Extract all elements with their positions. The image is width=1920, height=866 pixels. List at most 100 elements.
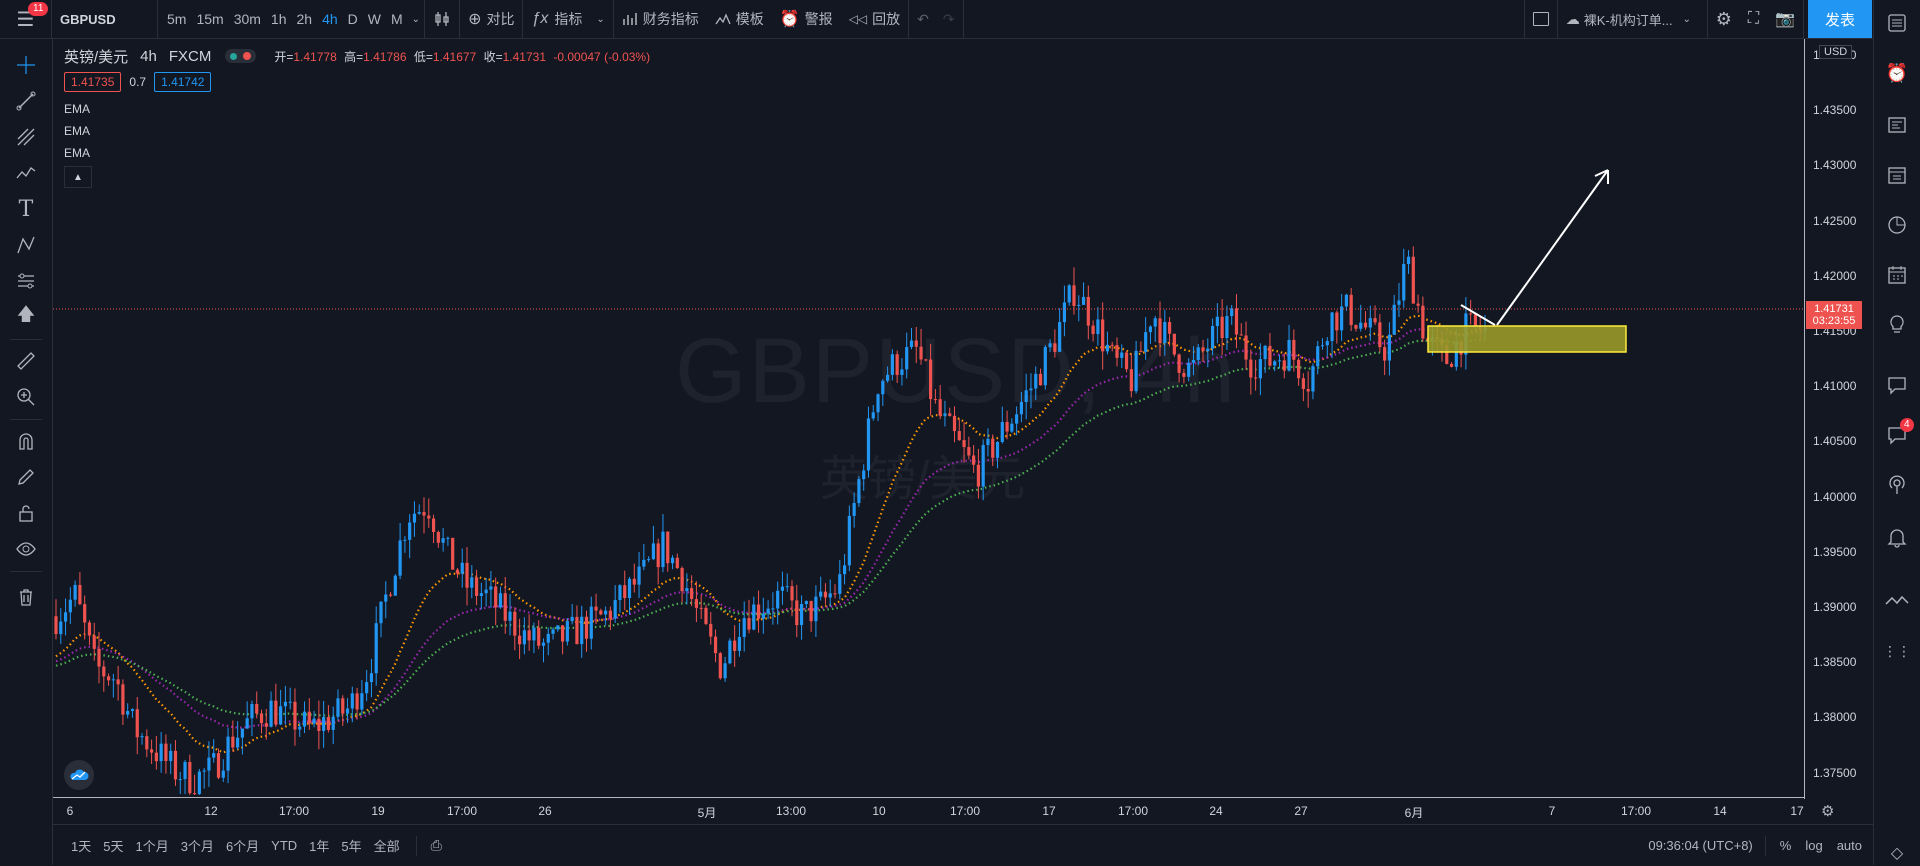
- fullscreen-layout-button[interactable]: [1523, 0, 1558, 38]
- lightbulb-icon[interactable]: [1884, 312, 1910, 338]
- lock-icon[interactable]: [14, 501, 38, 525]
- axis-settings-icon[interactable]: ⚙: [1821, 803, 1835, 820]
- trading-panel-icon[interactable]: [1884, 588, 1910, 614]
- alarm-clock-icon[interactable]: ⏰: [1885, 62, 1909, 83]
- range-1y[interactable]: 1年: [309, 839, 330, 854]
- date-range-icon[interactable]: ⎙: [430, 837, 442, 853]
- chevron-down-icon: ⌄: [596, 13, 605, 25]
- candle-body: [307, 711, 311, 724]
- text-icon[interactable]: T: [18, 196, 34, 222]
- chart-pane[interactable]: GBPUSD, 4h 英镑/美元: [53, 39, 1804, 795]
- study-ema-3[interactable]: EMA: [64, 146, 91, 160]
- timeframe-15m[interactable]: 15m: [196, 11, 224, 27]
- low-value: 1.41677: [432, 49, 477, 64]
- ask-price[interactable]: 1.41742: [154, 72, 212, 92]
- redo-icon[interactable]: ↷: [942, 10, 955, 27]
- projection-arrow[interactable]: [1460, 169, 1609, 326]
- publish-button[interactable]: 发表: [1808, 0, 1872, 38]
- diamond-icon[interactable]: ◇: [1890, 845, 1904, 862]
- arrow-up-icon[interactable]: 🡅: [16, 304, 36, 324]
- stream-icon[interactable]: [1884, 472, 1910, 498]
- timeframe-2h[interactable]: 2h: [296, 11, 313, 27]
- timeframe-d[interactable]: D: [347, 11, 358, 27]
- news-icon[interactable]: [1884, 112, 1910, 138]
- alerts-button[interactable]: ⏰ 警报: [772, 0, 841, 38]
- candle-body: [54, 616, 58, 635]
- candle-body: [374, 623, 378, 674]
- timeframe-m[interactable]: M: [391, 11, 403, 27]
- trash-icon[interactable]: [14, 585, 38, 609]
- messages-icon[interactable]: 4: [1884, 418, 1914, 448]
- pattern-icon[interactable]: [14, 233, 38, 257]
- study-ema-1[interactable]: EMA: [64, 102, 91, 116]
- calendar-list-icon[interactable]: [1884, 162, 1910, 188]
- range-5d[interactable]: 5天: [103, 839, 124, 854]
- main-menu-button[interactable]: ☰ 11: [0, 0, 52, 38]
- candle-body: [197, 771, 201, 794]
- range-1m[interactable]: 1个月: [135, 839, 169, 854]
- percent-toggle[interactable]: %: [1779, 838, 1792, 853]
- timeframe-1h[interactable]: 1h: [270, 11, 287, 27]
- study-ema-2[interactable]: EMA: [64, 124, 91, 138]
- ruler-icon[interactable]: [14, 349, 38, 373]
- indicators-button[interactable]: ƒx 指标 ⌄: [523, 0, 614, 38]
- timeframe-30m[interactable]: 30m: [233, 11, 261, 27]
- range-6m[interactable]: 6个月: [225, 839, 260, 854]
- watchlist-icon[interactable]: [1884, 10, 1910, 36]
- dots-grid-icon[interactable]: ⋮⋮: [1883, 642, 1911, 659]
- notifications-icon[interactable]: [1884, 524, 1910, 550]
- compare-button[interactable]: ⊕ 对比: [460, 0, 524, 38]
- range-ytd[interactable]: YTD: [271, 838, 298, 853]
- snapshot-button[interactable]: 📷: [1767, 0, 1804, 38]
- financials-button[interactable]: 财务指标: [614, 0, 707, 38]
- calendar-icon[interactable]: [1884, 262, 1910, 288]
- lock-drawing-icon[interactable]: [14, 465, 38, 489]
- layout-selector[interactable]: ☁ 裸K-机构订单... ⌄: [1558, 0, 1708, 38]
- bid-price[interactable]: 1.41735: [64, 72, 122, 92]
- candle-body: [613, 600, 617, 619]
- candle-body: [355, 693, 359, 710]
- range-all[interactable]: 全部: [373, 839, 400, 854]
- chart-type-button[interactable]: [425, 0, 461, 38]
- chat-icon[interactable]: [1884, 372, 1910, 398]
- trend-line-icon[interactable]: [14, 89, 38, 113]
- prediction-icon[interactable]: [14, 269, 38, 293]
- market-status-toggle[interactable]: [225, 49, 257, 63]
- time-axis[interactable]: ⚙ 6 12 17:00 19 17:00 26 5月 13:00 10 17:00 17 17:00…: [53, 797, 1834, 824]
- price-axis[interactable]: 1.37500 1.38000 1.38500 1.39000 1.39500 1.400…: [1804, 39, 1875, 799]
- range-5y[interactable]: 5年: [341, 839, 362, 854]
- divider: [10, 339, 42, 340]
- fullscreen-button[interactable]: ⛶: [1740, 0, 1767, 38]
- symbol-search[interactable]: GBPUSD: [52, 0, 158, 38]
- order-block-zone[interactable]: [1427, 325, 1627, 353]
- screener-icon[interactable]: [1884, 212, 1910, 238]
- zoom-in-icon[interactable]: [14, 385, 38, 409]
- legend-symbol-title[interactable]: 英镑/美元: [64, 48, 129, 66]
- eye-icon[interactable]: [14, 537, 38, 561]
- replay-button[interactable]: ◁◁ 回放: [841, 0, 910, 38]
- undo-icon[interactable]: ↶: [917, 10, 929, 27]
- crosshair-icon[interactable]: [14, 53, 38, 77]
- clock-time[interactable]: 09:36:04 (UTC+8): [1648, 838, 1753, 853]
- timeframe-4h[interactable]: 4h: [322, 11, 338, 27]
- collapse-legend-button[interactable]: ▲: [64, 166, 92, 188]
- range-1d[interactable]: 1天: [71, 839, 92, 854]
- templates-button[interactable]: 模板: [707, 0, 772, 38]
- candle-body: [494, 586, 498, 608]
- timeframe-5m[interactable]: 5m: [167, 11, 187, 27]
- camera-icon: 📷: [1775, 11, 1795, 28]
- candle-body: [451, 537, 455, 570]
- price-label: 1.42500: [1813, 213, 1857, 228]
- currency-label[interactable]: USD: [1819, 45, 1853, 59]
- chevron-down-icon[interactable]: ⌄: [411, 13, 421, 25]
- log-toggle[interactable]: log: [1805, 838, 1823, 853]
- timeframe-w[interactable]: W: [367, 11, 381, 27]
- range-3m[interactable]: 3个月: [180, 839, 214, 854]
- brush-icon[interactable]: [14, 161, 38, 185]
- settings-button[interactable]: ⚙: [1708, 0, 1740, 38]
- pitchfork-icon[interactable]: [14, 125, 38, 149]
- auto-toggle[interactable]: auto: [1836, 838, 1862, 853]
- brand-logo[interactable]: [64, 760, 94, 790]
- magnet-icon[interactable]: [14, 429, 38, 453]
- candle-body: [183, 762, 187, 780]
